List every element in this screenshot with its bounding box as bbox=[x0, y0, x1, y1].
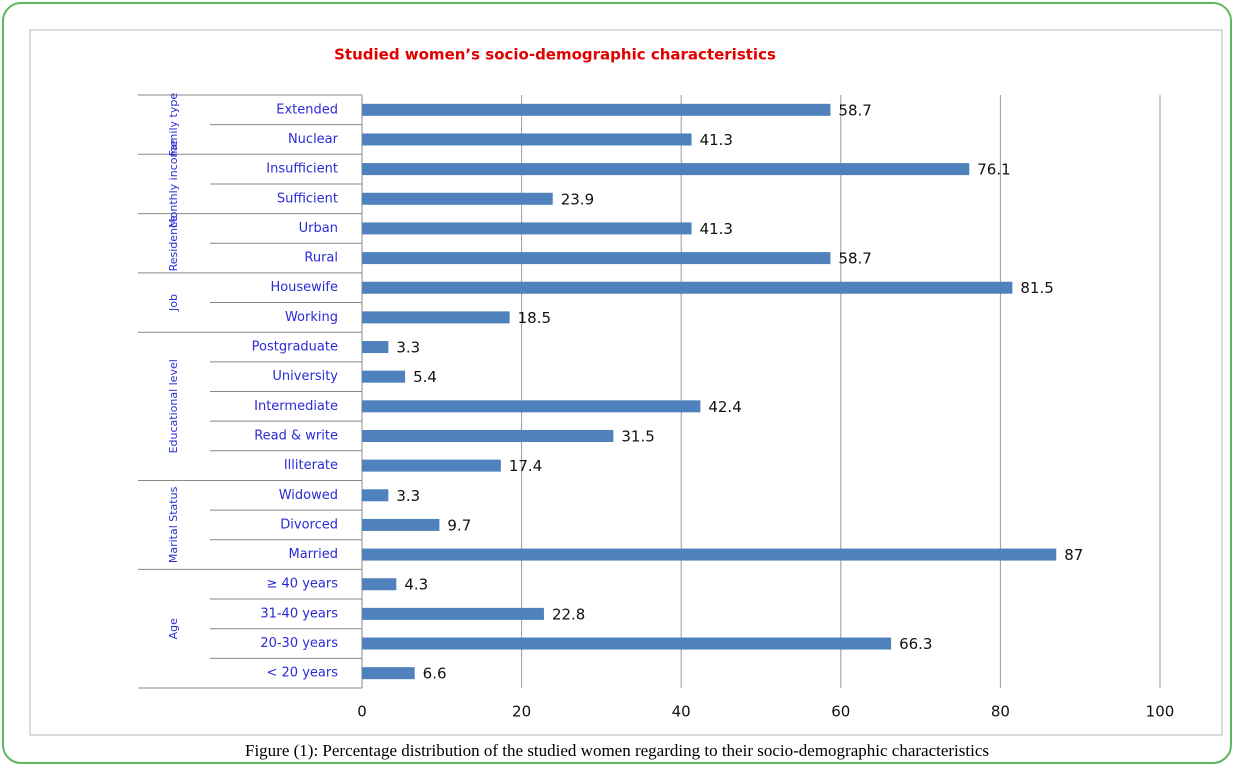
data-label: 41.3 bbox=[700, 220, 733, 238]
caption: Figure (1): Percentage distribution of t… bbox=[245, 741, 989, 760]
group-label: Marital Status bbox=[167, 486, 180, 563]
data-label: 58.7 bbox=[838, 250, 871, 268]
data-label: 3.3 bbox=[396, 487, 420, 505]
bar bbox=[362, 637, 892, 650]
x-tick-label: 80 bbox=[991, 703, 1010, 721]
bar bbox=[362, 607, 544, 620]
y-tick-label: Housewife bbox=[270, 280, 338, 295]
bar bbox=[362, 370, 406, 383]
group-label: Educational level bbox=[167, 359, 180, 453]
bar bbox=[362, 459, 501, 472]
group-label: Job bbox=[167, 294, 180, 312]
data-label: 66.3 bbox=[899, 635, 932, 653]
y-tick-label: Intermediate bbox=[254, 399, 338, 414]
data-label: 81.5 bbox=[1020, 279, 1053, 297]
bar bbox=[362, 222, 692, 235]
bar bbox=[362, 548, 1057, 561]
data-label: 22.8 bbox=[552, 605, 585, 623]
y-tick-label: Divorced bbox=[280, 517, 338, 532]
group-label: Age bbox=[167, 618, 180, 640]
bar bbox=[362, 400, 701, 413]
data-label: 42.4 bbox=[708, 398, 741, 416]
x-tick-label: 20 bbox=[512, 703, 531, 721]
y-tick-label: Urban bbox=[299, 221, 338, 236]
group-label: Residence bbox=[167, 215, 180, 271]
x-tick-label: 60 bbox=[831, 703, 850, 721]
y-tick-label: Working bbox=[285, 310, 338, 325]
y-tick-label: 31-40 years bbox=[260, 606, 338, 621]
data-label: 87 bbox=[1064, 546, 1083, 564]
chart-box bbox=[29, 29, 1223, 736]
data-label: 17.4 bbox=[509, 457, 542, 475]
data-label: 41.3 bbox=[700, 131, 733, 149]
y-tick-label: ≥ 40 years bbox=[267, 577, 339, 592]
group-label: Monthly income bbox=[167, 140, 180, 228]
y-tick-label: Married bbox=[288, 547, 338, 562]
y-tick-label: Insufficient bbox=[266, 162, 338, 177]
bar bbox=[362, 281, 1013, 294]
y-tick-label: < 20 years bbox=[267, 666, 339, 681]
y-tick-label: Illiterate bbox=[284, 458, 338, 473]
y-tick-label: Extended bbox=[276, 102, 338, 117]
data-label: 6.6 bbox=[423, 665, 447, 683]
bar bbox=[362, 133, 692, 146]
group-label: Family type bbox=[167, 93, 180, 157]
y-tick-label: Postgraduate bbox=[252, 340, 338, 355]
data-label: 23.9 bbox=[561, 190, 594, 208]
data-label: 9.7 bbox=[447, 516, 471, 534]
bar bbox=[362, 341, 389, 354]
x-tick-label: 40 bbox=[672, 703, 691, 721]
bar bbox=[362, 103, 831, 116]
y-tick-label: 20-30 years bbox=[260, 636, 338, 651]
x-tick-label: 100 bbox=[1146, 703, 1175, 721]
bar bbox=[362, 578, 397, 591]
y-tick-label: Read & write bbox=[254, 428, 338, 443]
data-label: 3.3 bbox=[396, 339, 420, 357]
bar bbox=[362, 252, 831, 265]
bar bbox=[362, 518, 440, 531]
bar bbox=[362, 667, 415, 680]
x-tick-label: 0 bbox=[357, 703, 367, 721]
y-tick-label: Rural bbox=[304, 251, 338, 266]
chart-title: Studied women’s socio-demographic charac… bbox=[334, 46, 776, 64]
data-label: 5.4 bbox=[413, 368, 437, 386]
data-label: 58.7 bbox=[838, 101, 871, 119]
bar bbox=[362, 163, 970, 176]
bar bbox=[362, 311, 510, 324]
y-tick-label: Widowed bbox=[279, 488, 338, 503]
data-label: 76.1 bbox=[977, 161, 1010, 179]
bar bbox=[362, 489, 389, 502]
data-label: 31.5 bbox=[621, 427, 654, 445]
data-label: 18.5 bbox=[518, 309, 551, 327]
bar bbox=[362, 429, 614, 442]
y-tick-label: Sufficient bbox=[277, 191, 338, 206]
y-tick-label: Nuclear bbox=[288, 132, 339, 147]
y-tick-label: University bbox=[272, 369, 338, 384]
data-label: 4.3 bbox=[404, 576, 428, 594]
bar bbox=[362, 192, 553, 205]
